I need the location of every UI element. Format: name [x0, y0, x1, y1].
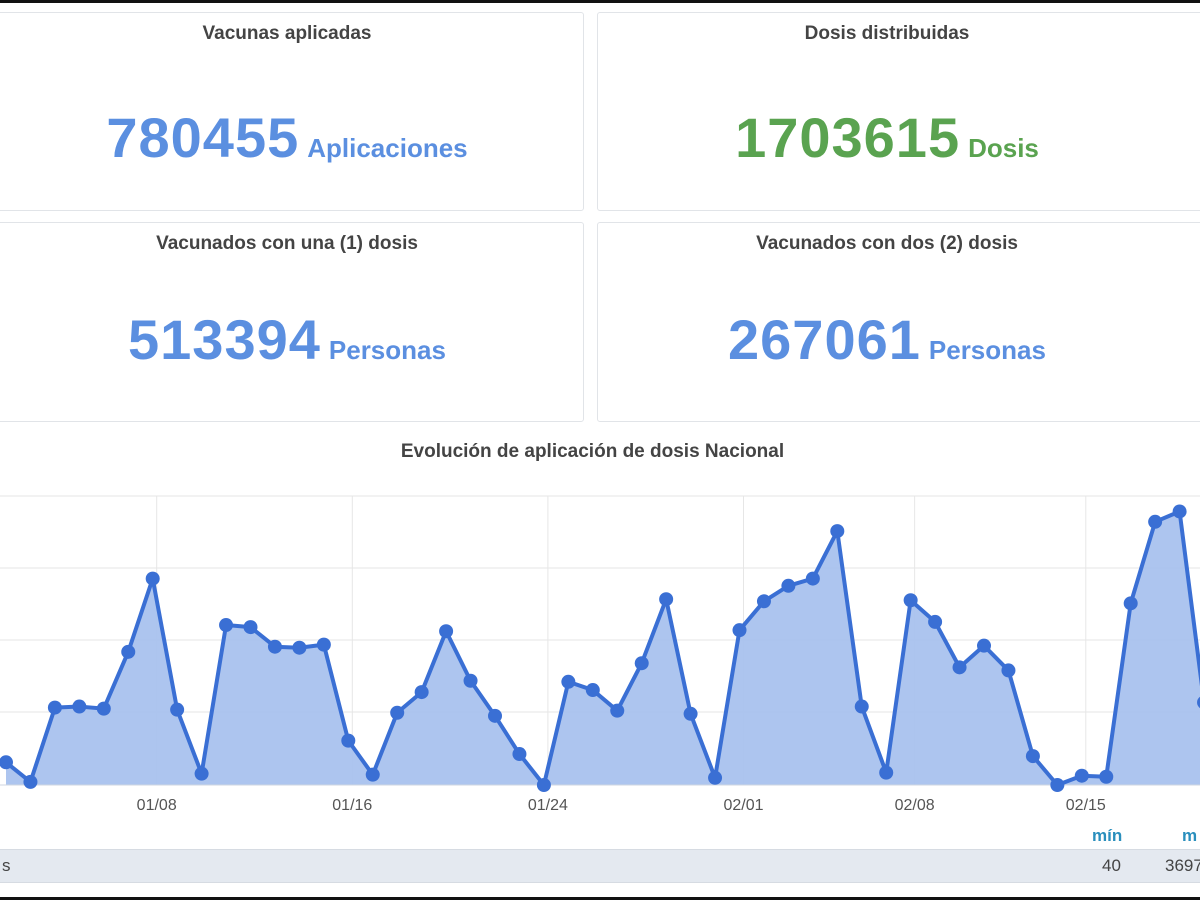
- data-point: [121, 644, 136, 659]
- applied-count: 780455: [106, 106, 300, 169]
- data-point: [536, 778, 551, 792]
- data-point: [463, 673, 478, 688]
- two-doses-unit: Personas: [928, 335, 1046, 365]
- data-point: [756, 594, 771, 609]
- data-point: [952, 660, 967, 675]
- card-vacunas-aplicadas: Vacunas aplicadas 780455 Aplicaciones: [0, 12, 584, 211]
- card-title: Vacunas aplicadas: [202, 23, 372, 44]
- data-point: [561, 674, 576, 689]
- data-point: [830, 524, 845, 539]
- data-point: [610, 703, 625, 718]
- data-point: [1025, 749, 1040, 764]
- data-point: [72, 699, 87, 714]
- two-doses-count: 267061: [728, 308, 921, 371]
- data-point: [879, 765, 894, 780]
- x-tick-label: 02/08: [895, 797, 935, 814]
- x-tick-label: 02/01: [723, 797, 763, 814]
- stats-row-label: s: [2, 856, 11, 875]
- data-point: [708, 770, 723, 785]
- data-point: [1197, 696, 1200, 709]
- x-tick-label: 02/15: [1066, 797, 1106, 814]
- data-point: [0, 755, 13, 770]
- data-point: [781, 578, 796, 593]
- card-dosis-distribuidas: Dosis distribuidas 1703615 Dosis: [597, 12, 1200, 211]
- card-value-row: 780455 Aplicaciones: [0, 105, 583, 170]
- data-point: [47, 700, 62, 715]
- data-point: [1001, 663, 1016, 678]
- series-area: [6, 511, 1200, 785]
- x-tick-label: 01/24: [528, 797, 568, 814]
- data-point: [194, 766, 209, 781]
- data-point: [1123, 596, 1138, 611]
- data-point: [732, 623, 747, 638]
- data-point: [1074, 768, 1089, 783]
- data-point: [23, 774, 38, 789]
- min-label: mín: [1092, 826, 1123, 845]
- card-value-row: 1703615 Dosis: [598, 105, 1176, 170]
- data-point: [977, 638, 991, 653]
- data-point: [512, 747, 527, 762]
- data-point: [585, 683, 600, 698]
- stats-row: [0, 849, 1200, 883]
- data-point: [903, 593, 918, 608]
- card-value-row: 513394 Personas: [0, 307, 583, 372]
- card-title: Vacunados con dos (2) dosis: [756, 233, 1018, 254]
- one-dose-count: 513394: [128, 308, 321, 371]
- dose-evolution-chart[interactable]: 01/08 01/16 01/24 02/01 02/08 02/15: [0, 490, 1200, 820]
- data-point: [292, 640, 307, 655]
- max-value: 3697: [1165, 856, 1200, 875]
- distributed-count: 1703615: [735, 106, 961, 169]
- data-point: [170, 702, 185, 717]
- data-point: [1050, 778, 1065, 792]
- card-vacunados-una-dosis: Vacunados con una (1) dosis 513394 Person…: [0, 222, 584, 422]
- data-point: [488, 708, 502, 723]
- data-point: [219, 618, 234, 633]
- data-point: [1172, 504, 1187, 519]
- card-value-row: 267061 Personas: [598, 307, 1176, 372]
- data-point: [414, 685, 429, 700]
- applied-unit: Aplicaciones: [307, 133, 468, 163]
- data-point: [854, 699, 869, 714]
- data-point: [805, 571, 820, 586]
- data-point: [683, 706, 698, 721]
- data-point: [390, 705, 405, 720]
- data-point: [1099, 769, 1114, 784]
- data-point: [439, 624, 454, 639]
- distributed-unit: Dosis: [968, 133, 1039, 163]
- data-point: [634, 656, 649, 671]
- data-point: [659, 592, 674, 607]
- data-point: [243, 620, 258, 635]
- x-tick-label: 01/08: [137, 797, 177, 814]
- data-point: [96, 701, 111, 716]
- window-top-border: [0, 0, 1200, 3]
- data-point: [341, 733, 356, 748]
- data-point: [267, 639, 282, 654]
- card-title: Dosis distribuidas: [804, 23, 970, 44]
- chart-title: Evolución de aplicación de dosis Naciona…: [400, 441, 785, 462]
- card-vacunados-dos-dosis: Vacunados con dos (2) dosis 267061 Person…: [597, 222, 1200, 422]
- data-point: [928, 614, 943, 629]
- one-dose-unit: Personas: [328, 335, 446, 365]
- data-point: [145, 571, 160, 586]
- data-point: [365, 767, 380, 782]
- data-point: [1148, 514, 1163, 529]
- max-label: m: [1182, 826, 1198, 845]
- x-tick-label: 01/16: [332, 797, 372, 814]
- window-bottom-border: [0, 897, 1200, 900]
- min-value: 40: [1102, 856, 1121, 875]
- card-title: Vacunados con una (1) dosis: [156, 233, 418, 254]
- data-point: [316, 637, 331, 652]
